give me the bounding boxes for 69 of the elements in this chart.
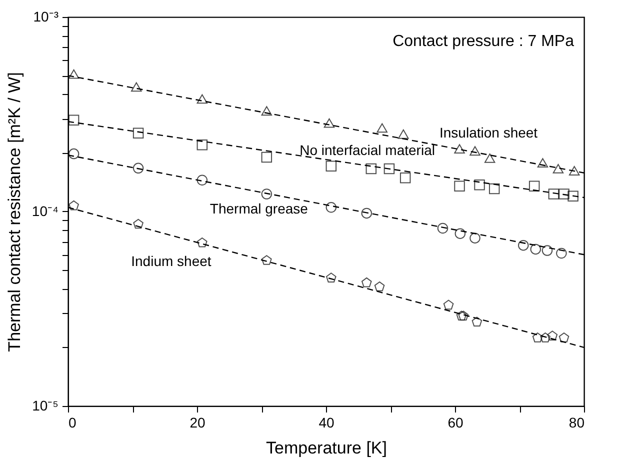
point [454,228,466,239]
point [130,82,142,92]
point [68,200,79,210]
point [326,160,337,172]
point [558,188,570,200]
annotation: Insulation sheet [440,124,538,141]
point [326,202,337,213]
point [443,300,454,310]
point [542,245,553,256]
point [361,208,372,219]
point [132,128,144,138]
point [196,174,208,186]
point [454,180,465,192]
point [548,188,560,200]
point [470,146,480,156]
point [262,255,272,265]
point [437,222,448,234]
annotation: Contact pressure : 7 MPa [392,33,574,50]
point [400,172,411,184]
point [362,277,372,288]
y-tick-label: 10⁻³ [33,8,59,24]
x-tick-label: 20 [190,414,206,430]
point [133,218,144,229]
point [540,332,550,342]
point [132,162,144,174]
point [474,180,485,190]
point [532,332,543,342]
point [374,281,385,292]
annotation: Thermal grease [210,200,308,217]
point [530,244,541,255]
point [261,188,272,200]
x-tick-label: 40 [318,414,334,430]
point [384,163,395,174]
point [68,69,80,79]
point [454,144,465,154]
point [324,118,335,128]
point [547,330,558,340]
point [537,158,548,168]
point [472,316,482,327]
point [196,94,208,104]
point [196,140,208,150]
annotation: Indium sheet [131,253,212,270]
point [528,180,540,192]
point [488,183,500,194]
point [568,166,580,176]
x-tick-label: 0 [68,414,76,430]
point [261,152,272,163]
point [568,190,578,202]
point [470,232,480,244]
point [326,272,336,282]
point [552,164,564,174]
point [366,163,377,174]
x-tick-label: 60 [448,414,464,430]
point [518,240,529,251]
annotation: No interfacial material [300,142,435,158]
point [376,123,388,133]
point [556,248,567,259]
point [68,148,80,160]
y-tick-label: 10⁻⁴ [32,203,58,219]
x-axis-title: Temperature [K] [266,438,387,458]
x-tick-label: 80 [568,414,585,430]
point [261,106,272,116]
point [484,153,496,163]
point [68,114,80,126]
y-tick-label: 10⁻⁵ [32,398,58,414]
point [398,129,409,139]
point [197,237,208,248]
point [558,332,570,342]
y-axis-title: Thermal contact resistance [m²K / W] [4,72,24,352]
